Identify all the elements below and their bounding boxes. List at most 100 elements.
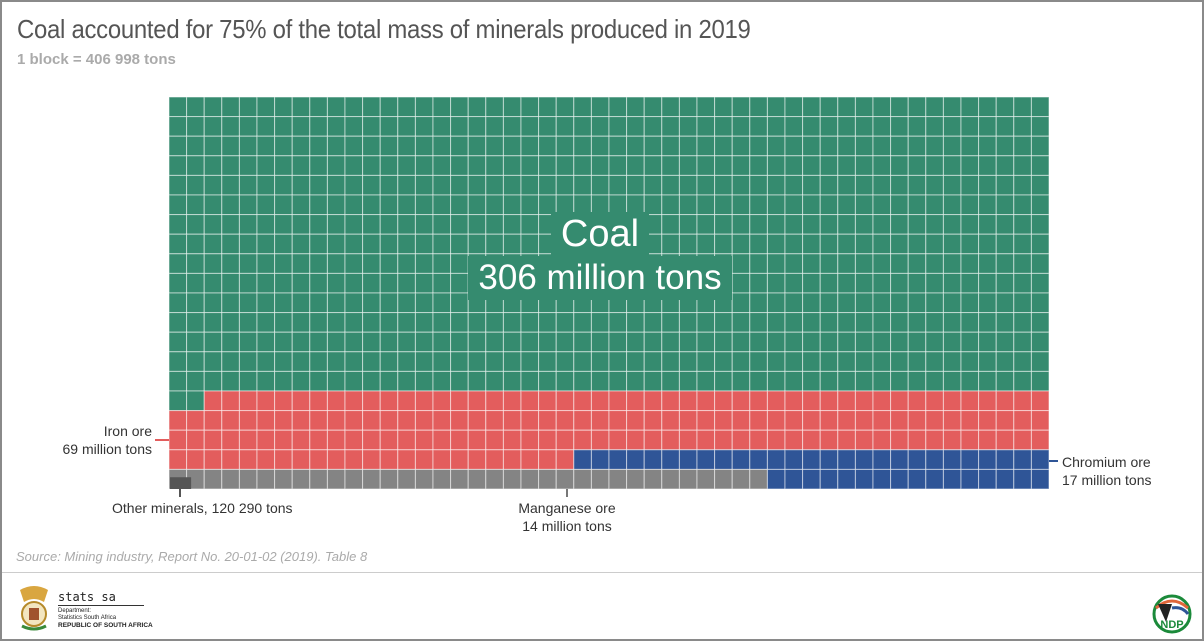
org-name: stats sa: [58, 590, 144, 606]
waffle-block-manganese-ore: [414, 468, 434, 490]
waffle-block-coal: [960, 155, 980, 176]
waffle-block-coal: [414, 370, 434, 392]
waffle-block-iron-ore: [238, 390, 258, 412]
waffle-block-coal: [485, 116, 504, 137]
waffle-block-coal: [942, 331, 962, 353]
waffle-block-iron-ore: [274, 410, 293, 431]
waffle-block-coal: [802, 155, 821, 176]
waffle-block-chromium-ore: [890, 449, 909, 470]
waffle-block-iron-ore: [854, 410, 874, 431]
waffle-block-coal: [203, 96, 223, 118]
waffle-block-iron-ore: [573, 390, 592, 412]
waffle-block-chromium-ore: [907, 449, 927, 470]
waffle-block-iron-ore: [802, 390, 821, 412]
waffle-block-coal: [714, 155, 733, 176]
waffle-block-chromium-ore: [802, 449, 821, 470]
waffle-block-iron-ore: [1030, 390, 1050, 412]
waffle-block-iron-ore: [326, 449, 346, 470]
waffle-block-iron-ore: [590, 410, 610, 431]
waffle-block-iron-ore: [520, 429, 540, 451]
waffle-block-coal: [362, 331, 381, 353]
waffle-block-iron-ore: [362, 449, 381, 470]
waffle-block-coal: [168, 116, 188, 137]
waffle-block-manganese-ore: [274, 468, 293, 490]
waffle-block-coal: [590, 370, 610, 392]
waffle-block-coal: [837, 351, 856, 372]
waffle-block-coal: [661, 135, 680, 157]
waffle-block-iron-ore: [1013, 390, 1032, 412]
waffle-block-chromium-ore: [766, 468, 786, 490]
waffle-block-chromium-ore: [995, 468, 1015, 490]
chart-subtitle: 1 block = 406 998 tons: [17, 51, 176, 68]
waffle-block-iron-ore: [890, 390, 909, 412]
waffle-block-coal: [573, 174, 592, 196]
waffle-block-iron-ore: [538, 410, 557, 431]
waffle-block-manganese-ore: [203, 468, 223, 490]
waffle-block-coal: [362, 96, 381, 118]
waffle-block-coal: [168, 155, 188, 176]
waffle-block-chromium-ore: [696, 449, 716, 470]
chromium-name: Chromium ore: [1062, 454, 1151, 470]
waffle-block-iron-ore: [573, 410, 592, 431]
waffle-block-coal: [766, 96, 786, 118]
waffle-block-coal: [890, 331, 909, 353]
waffle-block-coal: [502, 135, 522, 157]
waffle-block-coal: [555, 351, 575, 372]
waffle-block-coal: [678, 351, 698, 372]
waffle-block-iron-ore: [520, 449, 540, 470]
waffle-block-iron-ore: [221, 410, 240, 431]
waffle-block-iron-ore: [203, 429, 223, 451]
waffle-block-coal: [890, 351, 909, 372]
waffle-block-coal: [837, 155, 856, 176]
waffle-block-coal: [960, 96, 980, 118]
waffle-block-coal: [379, 174, 399, 196]
waffle-block-iron-ore: [397, 390, 416, 412]
waffle-block-iron-ore: [960, 410, 980, 431]
waffle-block-iron-ore: [696, 410, 716, 431]
waffle-block-coal: [414, 135, 434, 157]
waffle-block-coal: [784, 155, 804, 176]
waffle-block-iron-ore: [432, 429, 452, 451]
waffle-block-coal: [643, 331, 663, 353]
waffle-block-coal: [1013, 312, 1032, 333]
waffle-block-manganese-ore: [291, 468, 311, 490]
waffle-block-chromium-ore: [854, 468, 874, 490]
waffle-block-iron-ore: [432, 390, 452, 412]
waffle-block-coal: [942, 116, 962, 137]
waffle-block-coal: [1013, 351, 1032, 372]
waffle-block-coal: [538, 331, 557, 353]
waffle-block-coal: [362, 116, 381, 137]
waffle-block-iron-ore: [925, 410, 944, 431]
waffle-block-coal: [186, 96, 205, 118]
waffle-block-coal: [520, 135, 540, 157]
waffle-block-coal: [238, 116, 258, 137]
coal-value: 306 million tons: [468, 256, 732, 300]
waffle-block-chromium-ore: [960, 468, 980, 490]
waffle-block-coal: [256, 312, 276, 333]
waffle-block-coal: [485, 351, 504, 372]
waffle-block-coal: [168, 390, 188, 412]
waffle-block-coal: [291, 96, 311, 118]
waffle-block-coal: [573, 351, 592, 372]
waffle-block-iron-ore: [1030, 429, 1050, 451]
waffle-block-coal: [942, 312, 962, 333]
waffle-block-coal: [890, 96, 909, 118]
waffle-block-chromium-ore: [573, 449, 592, 470]
waffle-block-coal: [397, 155, 416, 176]
waffle-block-coal: [995, 331, 1015, 353]
waffle-block-iron-ore: [344, 449, 364, 470]
waffle-block-iron-ore: [819, 410, 839, 431]
waffle-block-iron-ore: [661, 429, 680, 451]
waffle-block-coal: [238, 135, 258, 157]
waffle-block-coal: [203, 174, 223, 196]
waffle-block-iron-ore: [414, 410, 434, 431]
waffle-block-coal: [590, 331, 610, 353]
waffle-block-coal: [221, 116, 240, 137]
waffle-block-coal: [590, 135, 610, 157]
waffle-block-iron-ore: [555, 410, 575, 431]
waffle-block-manganese-ore: [555, 468, 575, 490]
waffle-block-coal: [520, 351, 540, 372]
waffle-block-coal: [274, 174, 293, 196]
waffle-block-iron-ore: [925, 390, 944, 412]
waffle-block-iron-ore: [731, 410, 751, 431]
